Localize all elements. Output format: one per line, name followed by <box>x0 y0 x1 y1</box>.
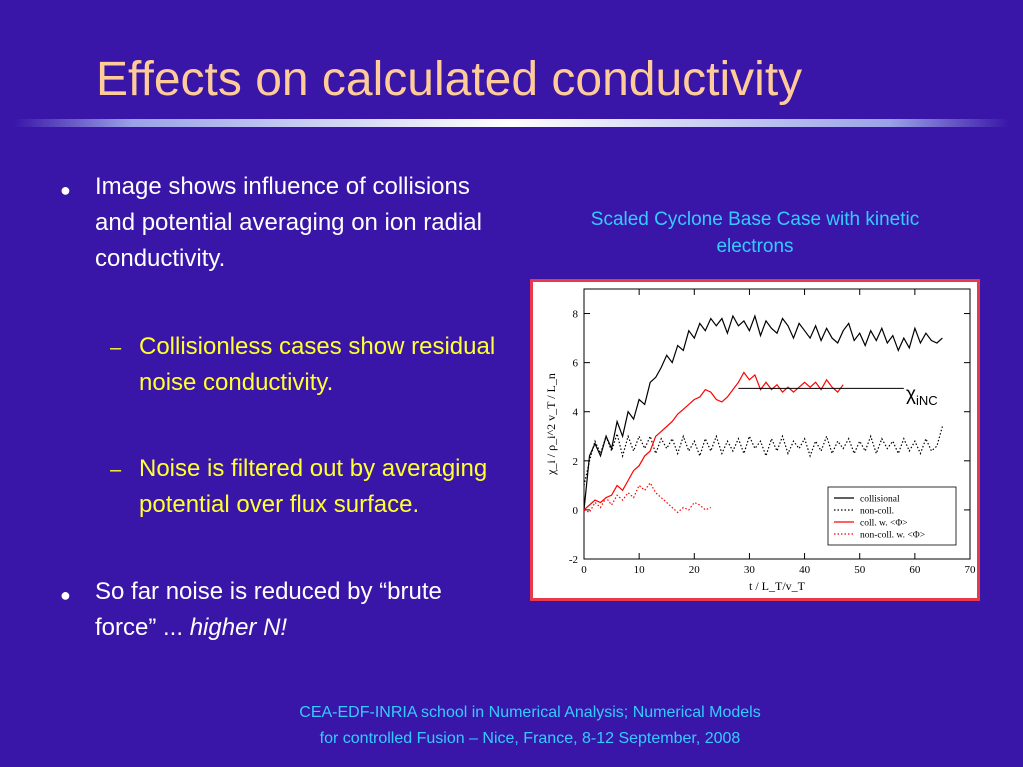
series-line-4 <box>583 481 712 514</box>
x-tick-label: 60 <box>909 564 921 576</box>
bullet-marker: ● <box>60 180 71 200</box>
y-axis-label: χ_i / ρ_i^2 v_T / L_n <box>544 373 558 476</box>
legend-label-1: collisional <box>860 495 900 505</box>
title-divider <box>14 119 1009 127</box>
bullet-list: ● Image shows influence of collisions an… <box>60 173 505 646</box>
y-tick-label: 8 <box>573 309 579 321</box>
series-line-3 <box>583 371 844 511</box>
footer-line-2: for controlled Fusion – Nice, France, 8-… <box>319 730 741 747</box>
bullet-item-1: Image shows influence of collisions and … <box>95 173 482 272</box>
dash-marker: – <box>110 459 122 481</box>
footer: CEA-EDF-INRIA school in Numerical Analys… <box>230 700 830 752</box>
y-tick-label: 4 <box>573 407 579 419</box>
series-line-1 <box>583 314 943 510</box>
sub-bullet-1: Collisionless cases show residual noise … <box>139 333 496 396</box>
y-tick-label: -2 <box>569 554 578 566</box>
x-tick-label: 20 <box>689 564 701 576</box>
x-tick-label: 0 <box>581 564 587 576</box>
chi-subscript: iNC <box>915 392 938 408</box>
y-tick-label: 0 <box>573 505 579 517</box>
bullet-item-2: So far noise is reduced by “brute force”… <box>95 574 505 646</box>
chi-symbol: χ <box>906 384 916 405</box>
x-tick-label: 70 <box>965 564 977 576</box>
x-tick-label: 40 <box>799 564 811 576</box>
legend-label-2: non-coll. <box>860 507 894 517</box>
bullet-item-2-text: So far noise is reduced by “brute force”… <box>95 578 442 641</box>
x-tick-label: 30 <box>744 564 756 576</box>
legend-label-3: coll. w. <Φ> <box>860 519 908 529</box>
legend-box <box>827 486 957 546</box>
dash-marker: – <box>110 337 122 359</box>
x-tick-label: 10 <box>634 564 646 576</box>
series-line-2 <box>583 426 943 486</box>
y-tick-label: 2 <box>573 456 579 468</box>
footer-line-1: CEA-EDF-INRIA school in Numerical Analys… <box>299 704 761 721</box>
x-axis-label: t / L_T/v_T <box>749 579 806 593</box>
x-tick-label: 50 <box>854 564 866 576</box>
legend-label-4: non-coll. w. <Φ> <box>860 531 925 541</box>
y-tick-label: 6 <box>573 358 579 370</box>
slide-title: Effects on calculated conductivity <box>96 53 803 106</box>
plot-area-border <box>583 288 971 560</box>
chart-frame: 0 10 20 30 40 50 60 70 -2 0 2 4 6 8 t / L_T/v_T χ_i / ρ… <box>530 279 980 601</box>
bullet-marker: ● <box>60 585 71 605</box>
bullet-item-2-emphasis: higher N! <box>189 614 288 641</box>
chi-inc-label: χiNC <box>906 384 938 408</box>
sub-bullet-2: Noise is filtered out by averaging poten… <box>139 455 488 518</box>
chart-caption: Scaled Cyclone Base Case with kinetic el… <box>590 209 920 257</box>
